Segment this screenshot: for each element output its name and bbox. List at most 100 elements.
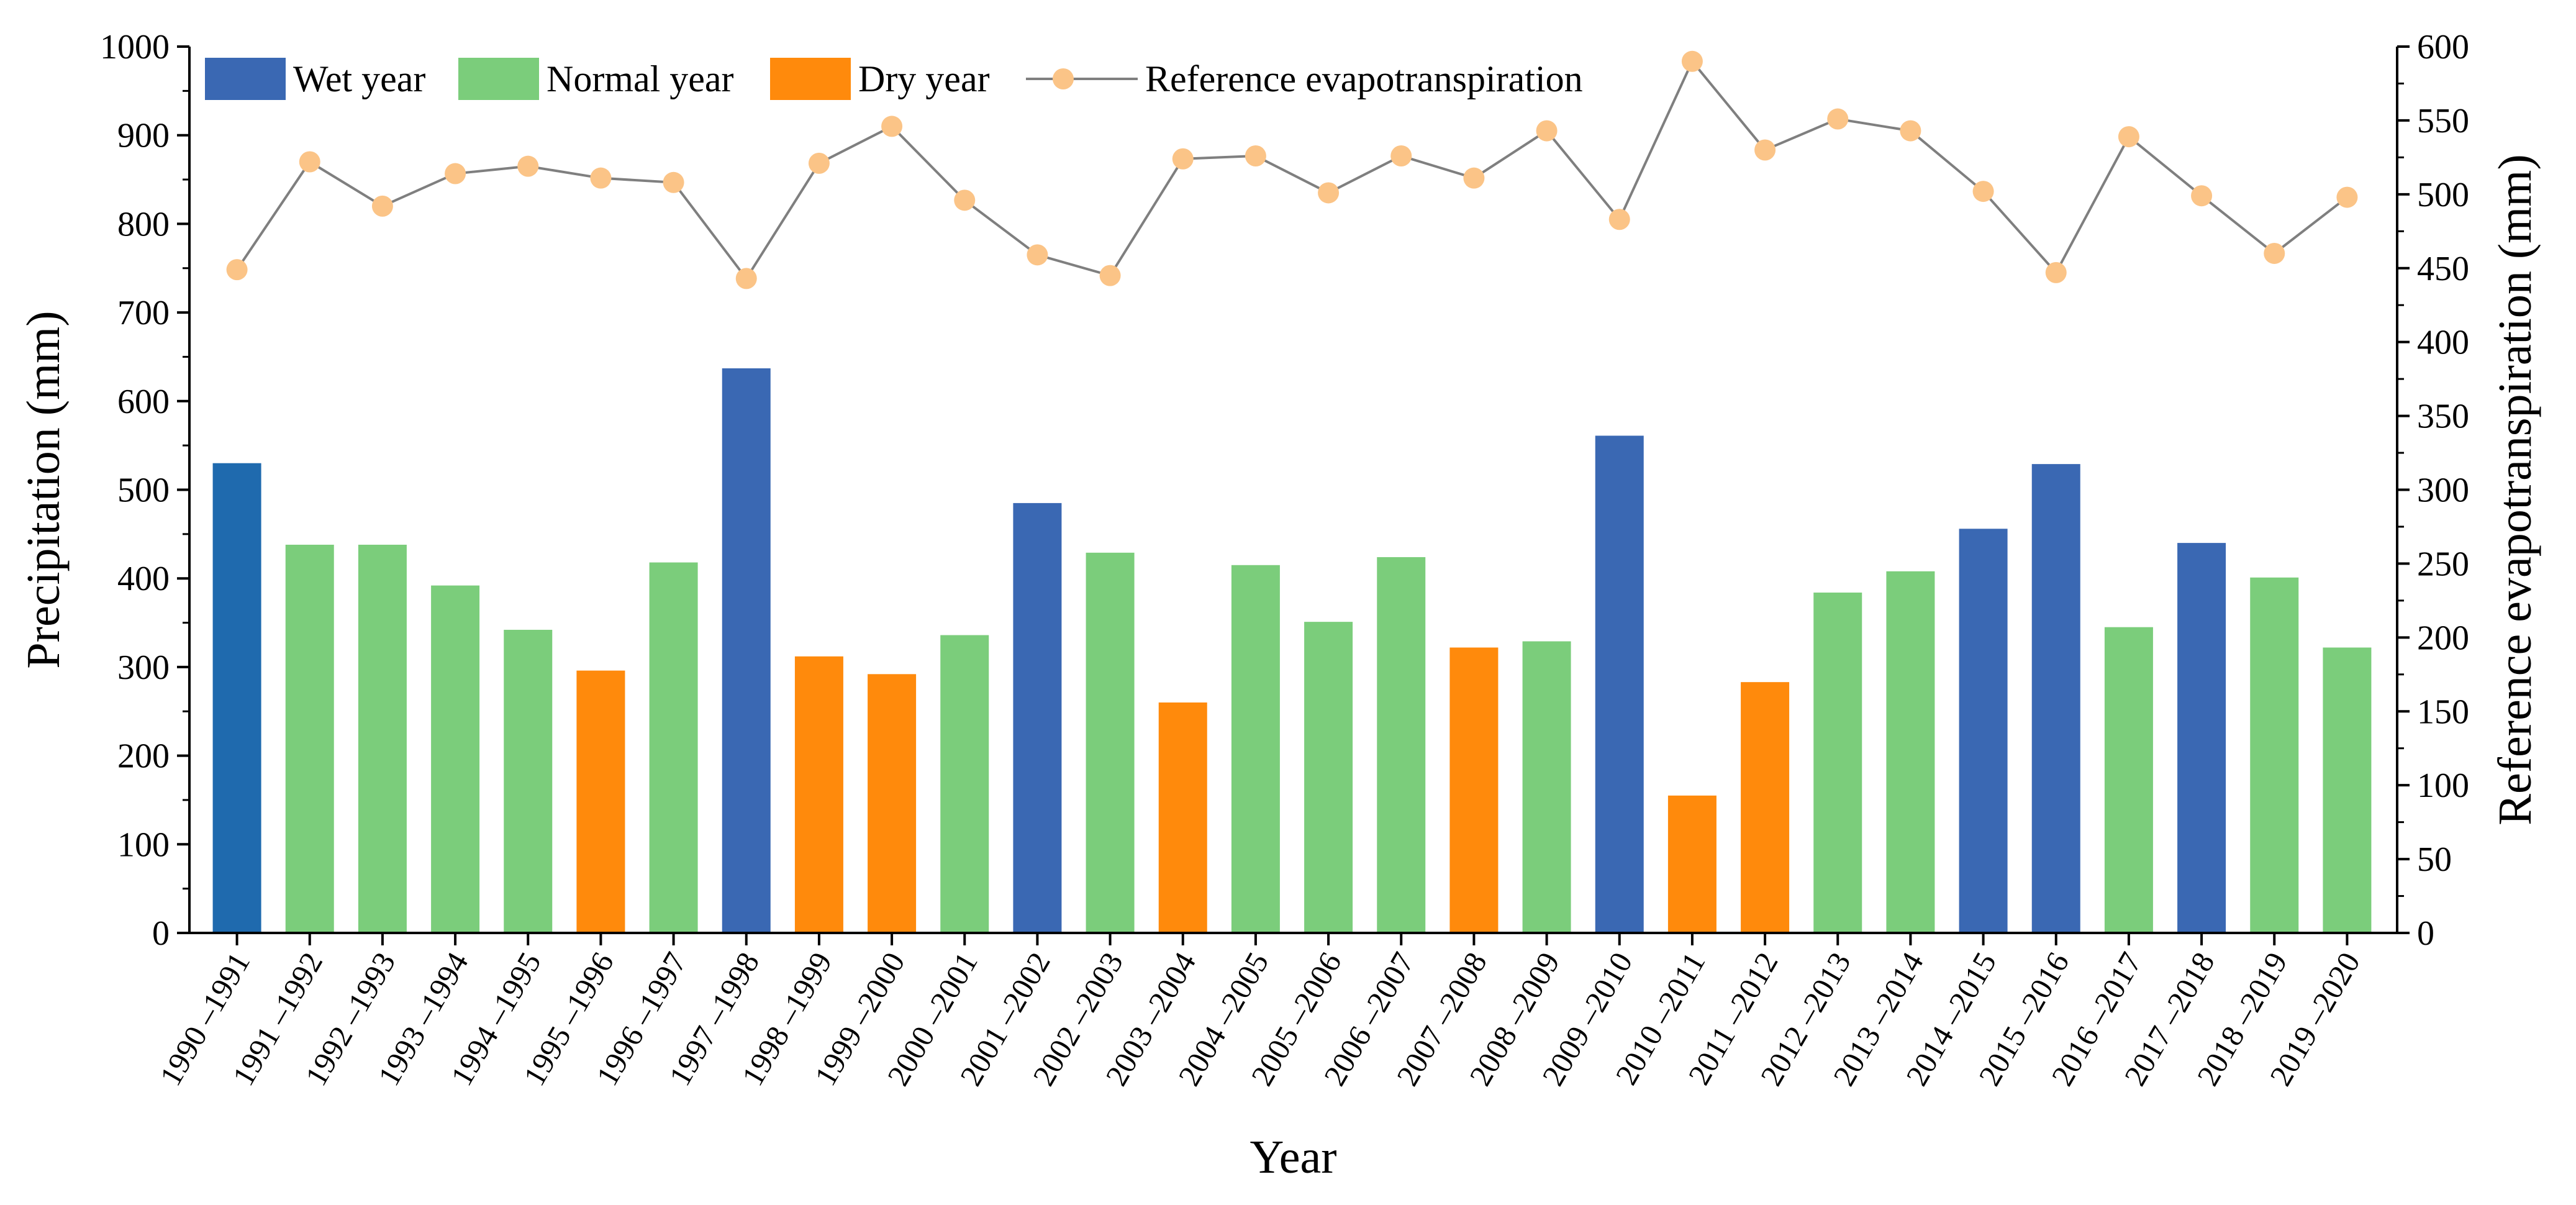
et-point (881, 116, 903, 137)
x-axis-title: Year (1249, 1131, 1336, 1183)
bar (2250, 577, 2299, 933)
et-point (299, 151, 320, 173)
bar (358, 544, 407, 933)
et-point (663, 171, 684, 193)
et-point (590, 167, 612, 189)
y2-tick-label: 50 (2417, 840, 2452, 879)
bar (1449, 647, 1499, 933)
et-point (1390, 145, 1412, 166)
et-point (1681, 50, 1703, 72)
et-point (1099, 265, 1121, 286)
et-point (517, 155, 539, 177)
bar (794, 656, 843, 933)
bar (1377, 557, 1426, 933)
y2-tick-label: 400 (2417, 324, 2469, 362)
et-line-group (226, 50, 2358, 289)
et-point (735, 268, 757, 289)
et-point (1463, 167, 1485, 189)
et-point (1318, 182, 1340, 204)
bar (649, 562, 698, 933)
y-tick-label: 200 (117, 737, 170, 776)
y2-tick-label: 150 (2417, 693, 2469, 731)
bar (2323, 647, 2372, 933)
bar (1741, 682, 1790, 933)
axes-group: 0 100 200 300 400 500 600 700 800 900 1000 0 50 100 15… (100, 28, 2469, 1091)
bar (1886, 571, 1935, 933)
y2-tick-label: 600 (2417, 28, 2469, 66)
y-tick-label: 1000 (100, 28, 170, 66)
et-point (2045, 261, 2067, 283)
y-tick-label: 100 (117, 825, 170, 864)
bar (285, 544, 334, 933)
bar (431, 585, 480, 933)
legend-label: Normal year (546, 58, 734, 99)
et-point (1172, 148, 1194, 170)
et-point (226, 259, 248, 281)
et-point (1754, 139, 1776, 161)
et-point (371, 195, 393, 217)
y2-tick-label: 500 (2417, 176, 2469, 214)
y-tick-label: 300 (117, 648, 170, 687)
et-line (235, 59, 2348, 281)
y-axis-title: Precipitation (mm) (17, 311, 70, 668)
legend-swatch (205, 58, 286, 100)
legend-marker (1053, 68, 1074, 89)
y2-tick-label: 450 (2417, 250, 2469, 288)
y-tick-label: 900 (117, 117, 170, 155)
et-point (1536, 120, 1558, 142)
legend-swatch (770, 58, 851, 100)
y-tick-label: 800 (117, 205, 170, 243)
et-point (1900, 120, 1921, 142)
et-point (2118, 126, 2139, 148)
bar (576, 670, 625, 933)
legend: Wet year Normal year Dry year Reference eva… (205, 58, 1583, 100)
bar (1304, 622, 1353, 933)
bar (1959, 529, 2008, 933)
et-point (2191, 185, 2213, 207)
et-point (954, 189, 976, 211)
y-tick-label: 0 (152, 914, 170, 953)
bars-group (212, 368, 2372, 933)
bar (868, 674, 917, 933)
bar (2177, 543, 2226, 933)
bar (722, 368, 771, 933)
legend-label: Reference evapotranspiration (1145, 58, 1583, 99)
bar (2104, 627, 2153, 933)
bar (1595, 435, 1644, 933)
et-point (1827, 108, 1849, 130)
y2-axis-title: Reference evapotranspiration (mm) (2489, 154, 2541, 825)
et-point (2336, 186, 2358, 208)
legend-label: Dry year (858, 58, 990, 99)
bar (1231, 565, 1280, 933)
y-tick-label: 700 (117, 294, 170, 332)
bar (504, 629, 553, 933)
bar (1086, 552, 1135, 933)
y2-tick-label: 350 (2417, 398, 2469, 436)
et-point (808, 152, 830, 174)
y2-tick-label: 200 (2417, 619, 2469, 657)
y-tick-label: 600 (117, 383, 170, 421)
bar (2031, 464, 2080, 933)
et-point (1972, 181, 1994, 202)
y2-tick-label: 550 (2417, 102, 2469, 140)
bar (1522, 641, 1571, 933)
et-point (1245, 145, 1266, 166)
et-point (1608, 209, 1630, 230)
y-tick-label: 500 (117, 471, 170, 510)
et-point (1027, 244, 1048, 266)
legend-swatch (458, 58, 539, 100)
bar (1667, 795, 1717, 933)
et-point (445, 163, 466, 184)
et-point (2264, 242, 2285, 264)
y2-tick-label: 300 (2417, 471, 2469, 510)
bar (1813, 593, 1862, 933)
bar (1013, 502, 1062, 933)
legend-label: Wet year (293, 58, 425, 99)
bar (1158, 702, 1207, 933)
y2-tick-label: 100 (2417, 766, 2469, 805)
bar (212, 463, 261, 933)
y-tick-label: 400 (117, 560, 170, 598)
y2-tick-label: 250 (2417, 545, 2469, 583)
bar (940, 635, 989, 933)
